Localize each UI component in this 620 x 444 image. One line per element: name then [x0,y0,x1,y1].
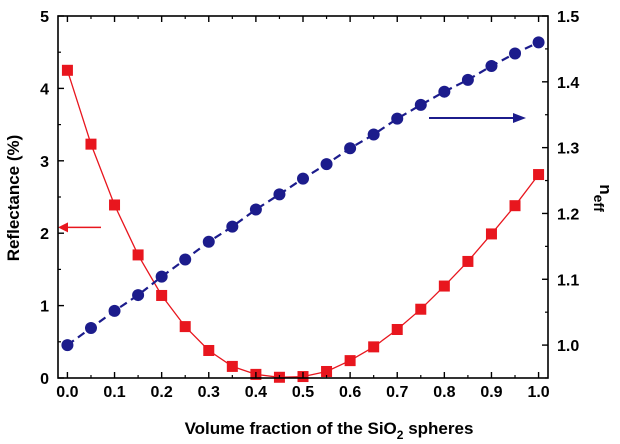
y-right-tick-label: 1.0 [557,338,579,355]
x-tick-label: 0.9 [480,384,502,401]
series-1-point [85,138,97,150]
series-1-point [109,199,121,211]
y-left-tick-label: 0 [40,371,49,388]
x-tick-label: 0.8 [433,384,455,401]
x-tick-label: 0.2 [151,384,173,401]
x-tick-label: 0.7 [386,384,408,401]
series-2-point [320,158,333,171]
y-right-axis-title-main: n [596,184,615,194]
series-2-point [108,304,121,317]
series-2-point [61,339,74,352]
left-axis-arrow-head [58,222,68,233]
series-2-point [202,235,215,248]
series-2-point [438,85,451,98]
series-2-point [485,60,498,73]
y-left-axis-title: Reflectance (%) [4,135,23,262]
series-2-point [84,321,97,334]
series-2-point [249,203,262,216]
y-right-tick-label: 1.4 [557,75,579,92]
series-1-point [391,323,403,335]
x-tick-label: 0.0 [56,384,78,401]
series-1-line [66,70,540,378]
series-1-point [61,64,73,76]
series-2-point [226,220,239,233]
y-left-tick-label: 5 [40,9,49,26]
series-1-point [368,341,380,353]
y-right-tick-label: 1.3 [557,141,579,158]
x-tick-label: 0.5 [292,384,314,401]
series-1-point [462,255,474,267]
y-right-tick-label: 1.5 [557,9,579,26]
series-2-point [532,36,545,49]
y-left-tick-label: 1 [40,299,49,316]
y-left-tick-label: 3 [40,154,49,171]
plot-frame [57,15,549,379]
series-2-point [132,289,145,302]
series-2-point [509,47,522,60]
series-2-point [414,98,427,111]
x-tick-label: 0.1 [103,384,125,401]
series-2-point [297,172,309,185]
right-axis-arrow-head [513,113,526,124]
series-1-point [179,321,191,333]
series-1-point [321,365,333,377]
x-tick-label: 1.0 [527,384,549,401]
series-1-point [203,344,215,356]
series-2-point [179,253,192,266]
series-2-point [367,128,380,141]
series-1-point [344,355,356,367]
x-tick-label: 0.4 [245,384,267,401]
series-2-point [155,270,168,283]
x-axis-title: Volume fraction of the SiO2 spheres [185,419,474,442]
series-1-point [438,280,450,292]
y-right-axis-title-sub: eff [591,195,607,212]
y-right-tick-label: 1.2 [557,206,579,223]
series-1-point [533,169,545,181]
x-axis-title-sub: 2 [397,428,404,442]
series-2-point [273,188,286,201]
series-1-point [132,249,144,261]
y-left-tick-label: 2 [40,226,49,243]
series-2-point [461,73,474,86]
series-1-point [509,200,521,212]
series-2-point [344,142,357,155]
x-axis-title-main: Volume fraction of the SiO [185,419,397,438]
series-1-point [226,360,238,372]
series-1-point [415,303,427,315]
series-1-point [156,289,168,301]
series-2-point [391,112,404,125]
x-axis-title-tail: spheres [403,419,473,438]
y-right-axis-title: neff [591,184,615,212]
y-left-tick-label: 4 [40,81,49,98]
series-1-point [485,228,497,240]
x-tick-label: 0.3 [198,384,220,401]
x-tick-label: 0.6 [339,384,361,401]
y-right-tick-label: 1.1 [557,272,579,289]
